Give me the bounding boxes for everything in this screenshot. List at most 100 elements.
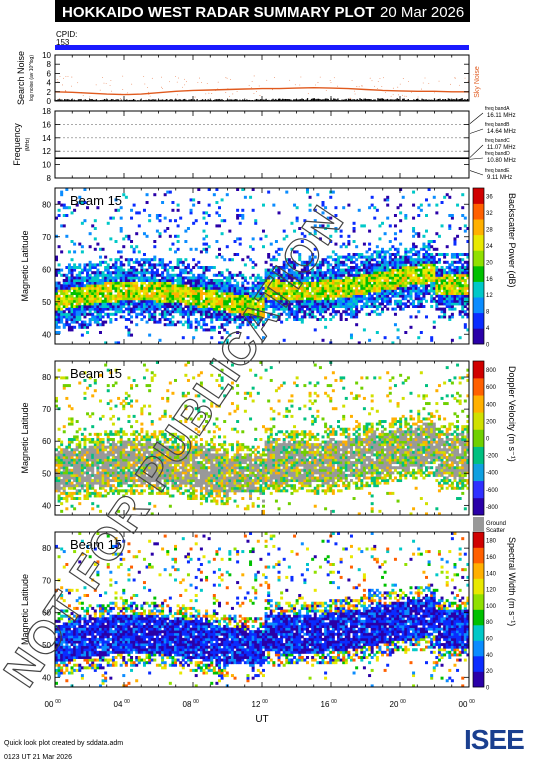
heatmap-cell <box>432 258 436 262</box>
heatmap-cell <box>267 273 271 277</box>
heatmap-cell <box>282 286 286 290</box>
heatmap-cell <box>137 297 141 301</box>
heatmap-cell <box>67 206 71 210</box>
heatmap-cell <box>142 376 146 380</box>
heatmap-cell <box>378 224 382 228</box>
heatmap-cell <box>168 260 172 264</box>
heatmap-cell <box>378 305 382 308</box>
heatmap-cell <box>326 260 330 264</box>
heatmap-cell <box>96 438 100 441</box>
heatmap-cell <box>70 292 74 295</box>
heatmap-cell <box>171 281 175 285</box>
y-tick-label: 0 <box>47 97 52 106</box>
heatmap-cell <box>106 468 110 472</box>
heatmap-cell <box>83 325 87 329</box>
heatmap-cell <box>298 253 302 256</box>
heatmap-cell <box>437 271 441 275</box>
heatmap-cell <box>171 297 175 301</box>
heatmap-cell <box>106 302 110 306</box>
heatmap-cell <box>259 310 263 314</box>
heatmap-cell <box>215 255 219 259</box>
heatmap-cell <box>161 266 165 269</box>
heatmap-cell <box>60 302 64 306</box>
heatmap-cell <box>65 476 69 480</box>
heatmap-cell <box>218 302 221 306</box>
heatmap-cell <box>233 284 237 288</box>
heatmap-cell <box>109 438 113 441</box>
heatmap-cell <box>166 302 170 306</box>
heatmap-cell <box>425 266 428 269</box>
heatmap-cell <box>419 279 423 282</box>
heatmap-cell <box>293 318 297 321</box>
heatmap-cell <box>202 279 206 282</box>
heatmap-cell <box>318 297 322 301</box>
heatmap-cell <box>430 273 434 277</box>
heatmap-cell <box>440 297 444 301</box>
heatmap-cell <box>303 276 307 280</box>
heatmap-cell <box>334 258 338 262</box>
heatmap-cell <box>98 260 102 264</box>
heatmap-cell <box>375 284 379 288</box>
heatmap-cell <box>246 320 250 324</box>
heatmap-cell <box>220 297 224 301</box>
heatmap-cell <box>347 240 351 243</box>
heatmap-cell <box>427 255 431 259</box>
heatmap-cell <box>453 302 457 306</box>
heatmap-cell <box>220 279 224 282</box>
heatmap-cell <box>313 263 317 267</box>
heatmap-cell <box>207 281 211 285</box>
heatmap-cell <box>98 247 102 251</box>
heatmap-cell <box>140 268 144 272</box>
heatmap-cell <box>86 453 90 457</box>
heatmap-cell <box>220 312 224 316</box>
heatmap-cell <box>388 255 392 259</box>
heatmap-cell <box>313 247 317 251</box>
heatmap-cell <box>70 448 74 452</box>
heatmap-cell <box>456 273 460 277</box>
heatmap-cell <box>60 320 64 324</box>
heatmap-cell <box>355 271 359 275</box>
heatmap-cell <box>109 432 113 436</box>
noise-point <box>211 93 213 94</box>
heatmap-cell <box>60 318 64 321</box>
heatmap-cell <box>166 312 170 316</box>
heatmap-cell <box>73 312 77 316</box>
heatmap-cell <box>308 305 312 308</box>
heatmap-cell <box>212 312 216 316</box>
heatmap-cell <box>130 297 134 301</box>
heatmap-cell <box>225 276 229 280</box>
heatmap-cell <box>93 281 97 285</box>
heatmap-cell <box>62 273 66 277</box>
y-tick-label: 40 <box>42 330 51 339</box>
heatmap-cell <box>176 279 180 282</box>
heatmap-cell <box>375 305 379 308</box>
heatmap-cell <box>145 466 149 470</box>
heatmap-cell <box>168 289 172 293</box>
noise-point <box>161 76 162 78</box>
heatmap-cell <box>272 292 276 295</box>
heatmap-cell <box>65 234 69 238</box>
heatmap-cell <box>78 473 82 477</box>
heatmap-cell <box>378 253 382 256</box>
heatmap-cell <box>86 284 90 288</box>
heatmap-cell <box>104 312 108 316</box>
heatmap-cell <box>357 281 361 285</box>
heatmap-cell <box>218 284 221 288</box>
heatmap-cell <box>311 286 315 290</box>
heatmap-cell <box>124 476 128 480</box>
heatmap-cell <box>114 404 118 408</box>
heatmap-cell <box>60 450 64 454</box>
heatmap-cell <box>192 203 196 207</box>
heatmap-cell <box>122 315 126 319</box>
heatmap-cell <box>440 284 444 288</box>
heatmap-cell <box>91 312 95 316</box>
heatmap-cell <box>417 305 421 308</box>
heatmap-cell <box>130 268 134 272</box>
heatmap-cell <box>57 297 61 301</box>
noise-point <box>89 96 91 98</box>
heatmap-cell <box>127 318 131 321</box>
heatmap-cell <box>119 284 123 288</box>
heatmap-cell <box>109 371 113 375</box>
heatmap-cell <box>65 494 69 498</box>
heatmap-cell <box>189 247 193 251</box>
